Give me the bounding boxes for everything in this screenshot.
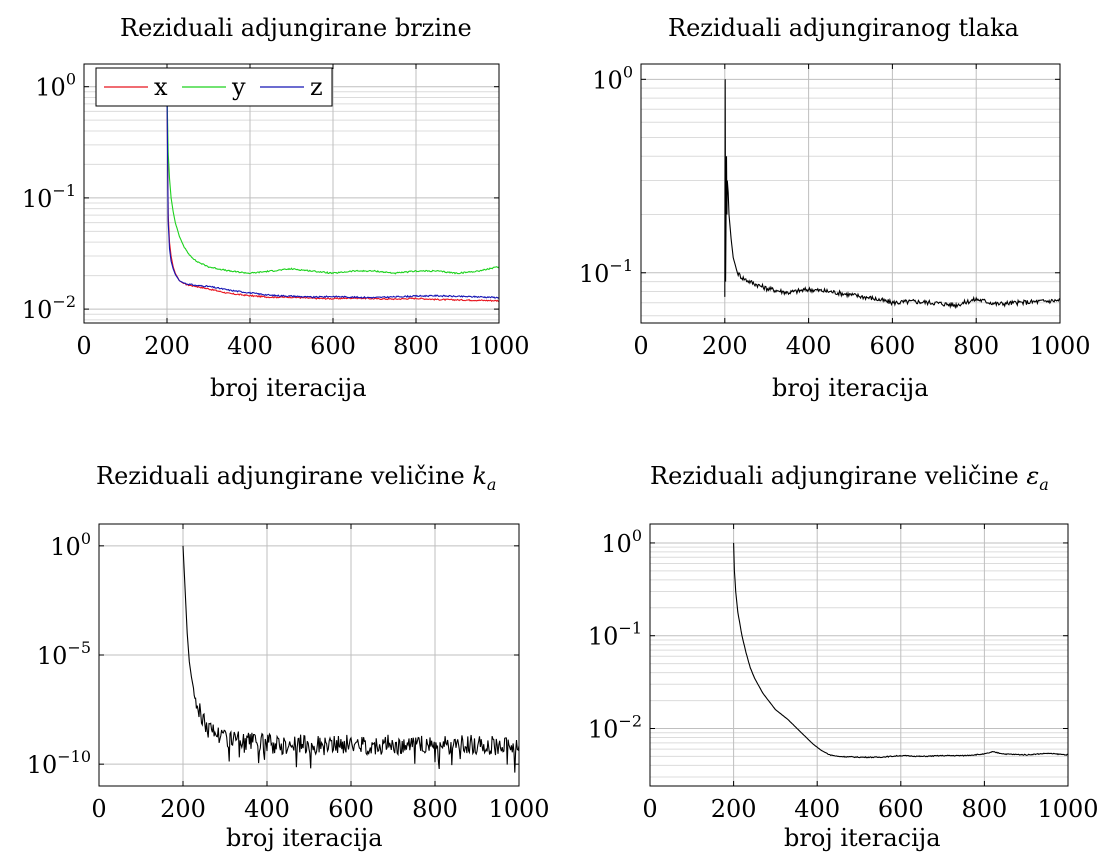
x-tick-label: 800 (961, 795, 1007, 823)
y-tick-label: 10−2 (22, 292, 76, 324)
series-line-residual (724, 79, 1061, 310)
plot-frame (649, 523, 1069, 787)
x-tick-label: 400 (227, 332, 273, 360)
chart-panel-pressure: Reziduali adjungiranog tlaka 0 200 400 600 8… (554, 0, 1108, 432)
x-tick-label: 600 (869, 332, 915, 360)
y-tick-label: 100 (601, 526, 642, 558)
y-tick-label: 100 (592, 62, 633, 94)
x-axis-label: broj iteracija (784, 824, 941, 852)
y-tick-label: 100 (35, 70, 76, 102)
legend-label: z (310, 73, 323, 101)
x-axis-label: broj iteracija (226, 824, 383, 852)
x-tick-label: 800 (953, 332, 999, 360)
x-tick-label: 200 (702, 332, 748, 360)
chart-plot: 0 200 400 600 800 1000 100 10−1 10−2 x y z (22, 63, 530, 360)
x-axis-label: broj iteracija (772, 374, 929, 402)
x-tick-label: 200 (144, 332, 190, 360)
legend-label: x (154, 73, 168, 101)
y-tick-label: 10−1 (579, 256, 633, 288)
x-tick-label: 600 (310, 332, 356, 360)
chart-panel-velocity: Reziduali adjungirane brzine 0 200 400 600 8… (0, 0, 554, 432)
x-tick-label: 200 (711, 795, 757, 823)
chart-title: Reziduali adjungirane veličine εa (650, 462, 1049, 494)
x-tick-label: 400 (794, 795, 840, 823)
series-line-z (166, 91, 500, 299)
chart-plot: 0 200 400 600 800 1000 100 10−5 10−10 (27, 523, 550, 823)
y-tick-label: 100 (50, 529, 91, 561)
x-tick-label: 600 (328, 795, 374, 823)
x-tick-label: 200 (160, 795, 206, 823)
x-tick-label: 800 (393, 332, 439, 360)
plot-frame (83, 63, 500, 324)
y-tick-label: 10−2 (588, 711, 642, 743)
series-line-x (166, 91, 500, 303)
x-tick-label: 0 (91, 795, 106, 823)
legend-label: y (231, 73, 246, 101)
chart-title: Reziduali adjungirane brzine (120, 14, 472, 42)
chart-plot: 0 200 400 600 800 1000 100 10−1 10−2 (588, 523, 1099, 823)
x-tick-label: 0 (633, 332, 648, 360)
x-tick-label: 1000 (1037, 795, 1098, 823)
series-line-residual (182, 545, 520, 773)
series-line-y (166, 91, 500, 275)
plot-frame (640, 63, 1061, 324)
x-tick-label: 1000 (1029, 332, 1090, 360)
x-tick-label: 400 (786, 332, 832, 360)
y-tick-label: 10−5 (37, 638, 91, 670)
chart-plot: 0 200 400 600 800 1000 100 10−1 (579, 62, 1091, 360)
chart-title: Reziduali adjungiranog tlaka (668, 14, 1019, 42)
x-tick-label: 1000 (468, 332, 529, 360)
x-tick-label: 400 (244, 795, 290, 823)
y-tick-label: 10−1 (588, 619, 642, 651)
chart-title: Reziduali adjungirane veličine ka (96, 462, 497, 494)
x-axis-label: broj iteracija (210, 374, 367, 402)
x-tick-label: 800 (412, 795, 458, 823)
x-tick-label: 600 (878, 795, 924, 823)
chart-panel-k: Reziduali adjungirane veličine ka 0 200 40… (0, 432, 554, 864)
series-line-residual (733, 542, 1069, 759)
y-tick-label: 10−1 (22, 181, 76, 213)
x-tick-label: 1000 (488, 795, 549, 823)
y-tick-label: 10−10 (27, 747, 91, 779)
x-tick-label: 0 (76, 332, 91, 360)
x-tick-label: 0 (642, 795, 657, 823)
chart-panel-epsilon: Reziduali adjungirane veličine εa 0 200 40… (554, 432, 1108, 864)
